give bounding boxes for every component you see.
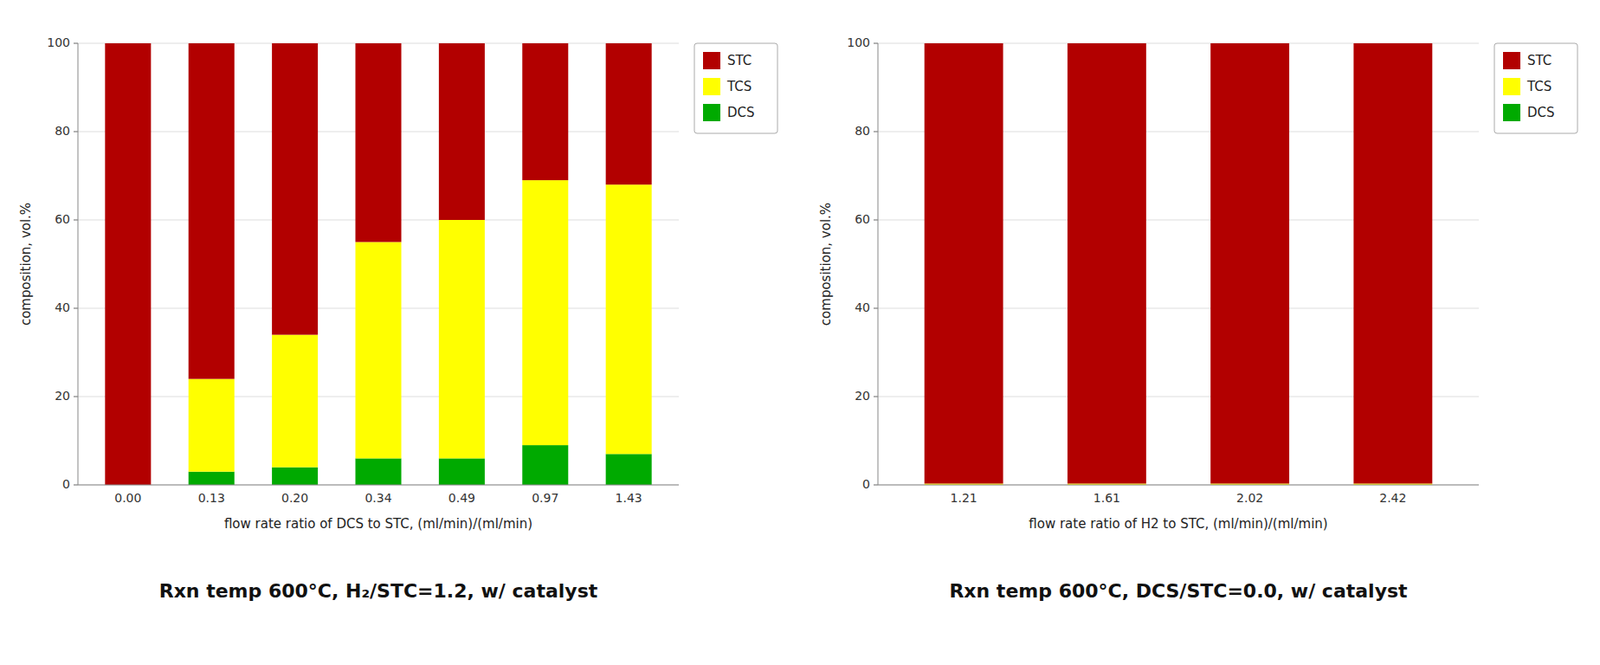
- y-tick-label: 0: [862, 477, 871, 491]
- bar-segment: [1353, 43, 1433, 484]
- y-tick-label: 100: [46, 35, 71, 50]
- chart-panel: 0 20 40 60 80 100 0.00 0.13 0.20 0.34 0.49 0.97 1.43…: [18, 35, 778, 602]
- legend-swatch: [1503, 51, 1521, 70]
- x-tick-label: 1.61: [1093, 490, 1121, 505]
- x-tick-label: 0.97: [531, 490, 559, 505]
- x-tick-label: 0.13: [198, 490, 226, 505]
- legend-label: STC: [1527, 52, 1552, 69]
- x-tick-label: 0.20: [281, 490, 309, 505]
- figure: 0 20 40 60 80 100 0.00 0.13 0.20 0.34 0.49 0.97 1.43…: [0, 0, 1600, 665]
- chart-panel: 0 20 40 60 80 100 1.21 1.61 2.02 2.42 flow rate ra…: [818, 35, 1578, 602]
- y-axis-line: [877, 43, 879, 485]
- legend-swatch: [703, 77, 721, 96]
- y-tick-label: 20: [854, 388, 871, 403]
- y-tick: [73, 396, 78, 398]
- grid-line: [77, 484, 679, 486]
- y-tick-label: 60: [854, 212, 871, 226]
- bar-segment: [188, 471, 235, 485]
- legend-label: STC: [727, 52, 752, 69]
- legend-label: DCS: [727, 104, 755, 121]
- legend-swatch: [703, 51, 721, 70]
- legend-swatch: [703, 103, 721, 122]
- x-tick-label: 0.49: [448, 490, 476, 505]
- x-tick-label: 0.00: [114, 490, 142, 505]
- legend-swatch: [1503, 103, 1521, 122]
- subtitle: Rxn temp 600°C, H₂/STC=1.2, w/ catalyst: [159, 580, 599, 602]
- bar-segment: [354, 43, 401, 243]
- bar-segment: [1210, 43, 1290, 484]
- bar-segment: [271, 43, 318, 336]
- y-tick-label: 60: [54, 212, 71, 226]
- legend-label: DCS: [1527, 104, 1555, 121]
- subtitle: Rxn temp 600°C, DCS/STC=0.0, w/ catalyst: [948, 580, 1408, 602]
- y-tick: [873, 396, 878, 398]
- y-tick: [73, 131, 78, 133]
- y-axis-label: composition, vol.%: [18, 202, 34, 326]
- y-tick-label: 40: [854, 300, 871, 315]
- x-tick-label: 2.02: [1236, 490, 1264, 505]
- bar-segment: [1067, 43, 1147, 484]
- y-tick: [73, 219, 78, 221]
- bar-segment: [438, 458, 485, 485]
- bar-segment: [188, 379, 235, 472]
- x-axis-label: flow rate ratio of DCS to STC, (ml/min)/…: [224, 516, 533, 532]
- y-tick-label: 40: [54, 300, 71, 315]
- y-tick-label: 100: [846, 35, 871, 50]
- legend-swatch: [1503, 77, 1521, 96]
- bar-segment: [438, 43, 485, 220]
- x-axis-line: [77, 484, 679, 486]
- legend-frame: [694, 43, 778, 134]
- bars: [104, 43, 652, 485]
- bar-segment: [354, 242, 401, 459]
- legend: STC TCS DCS: [694, 43, 778, 134]
- y-tick-label: 0: [62, 477, 71, 491]
- bar-segment: [522, 180, 568, 446]
- x-axis-line: [877, 484, 1479, 486]
- y-tick: [873, 131, 878, 133]
- x-tick-label: 0.34: [364, 490, 392, 505]
- x-tick-label: 1.43: [615, 490, 643, 505]
- bars: [924, 43, 1433, 485]
- bar-segment: [924, 43, 1004, 484]
- y-tick-label: 20: [54, 388, 71, 403]
- bar-segment: [606, 184, 652, 454]
- bar-segment: [271, 467, 318, 485]
- x-axis-label: flow rate ratio of H2 to STC, (ml/min)/(…: [1028, 516, 1328, 532]
- y-tick: [873, 43, 878, 45]
- y-tick: [873, 484, 878, 486]
- y-axis-label: composition, vol.%: [818, 202, 834, 326]
- y-tick: [873, 219, 878, 221]
- y-tick: [873, 308, 878, 310]
- bar-segment: [606, 43, 652, 185]
- x-tick-label: 1.21: [950, 490, 978, 505]
- y-axis-line: [77, 43, 79, 485]
- bar-segment: [522, 43, 568, 181]
- bar-segment: [354, 458, 401, 485]
- y-tick: [73, 484, 78, 486]
- bar-segment: [104, 43, 151, 485]
- y-tick-label: 80: [54, 123, 71, 138]
- y-tick: [73, 308, 78, 310]
- bar-segment: [271, 335, 318, 468]
- legend: STC TCS DCS: [1494, 43, 1578, 134]
- x-tick-label: 2.42: [1379, 490, 1407, 505]
- legend-frame: [1494, 43, 1578, 134]
- bar-segment: [188, 43, 235, 380]
- grid-line: [877, 484, 1479, 486]
- bar-segment: [522, 445, 568, 485]
- y-tick: [73, 43, 78, 45]
- legend-label: TCS: [1526, 78, 1552, 95]
- y-tick-label: 80: [854, 123, 871, 138]
- bar-segment: [438, 219, 485, 459]
- legend-label: TCS: [726, 78, 752, 95]
- bar-segment: [606, 453, 652, 485]
